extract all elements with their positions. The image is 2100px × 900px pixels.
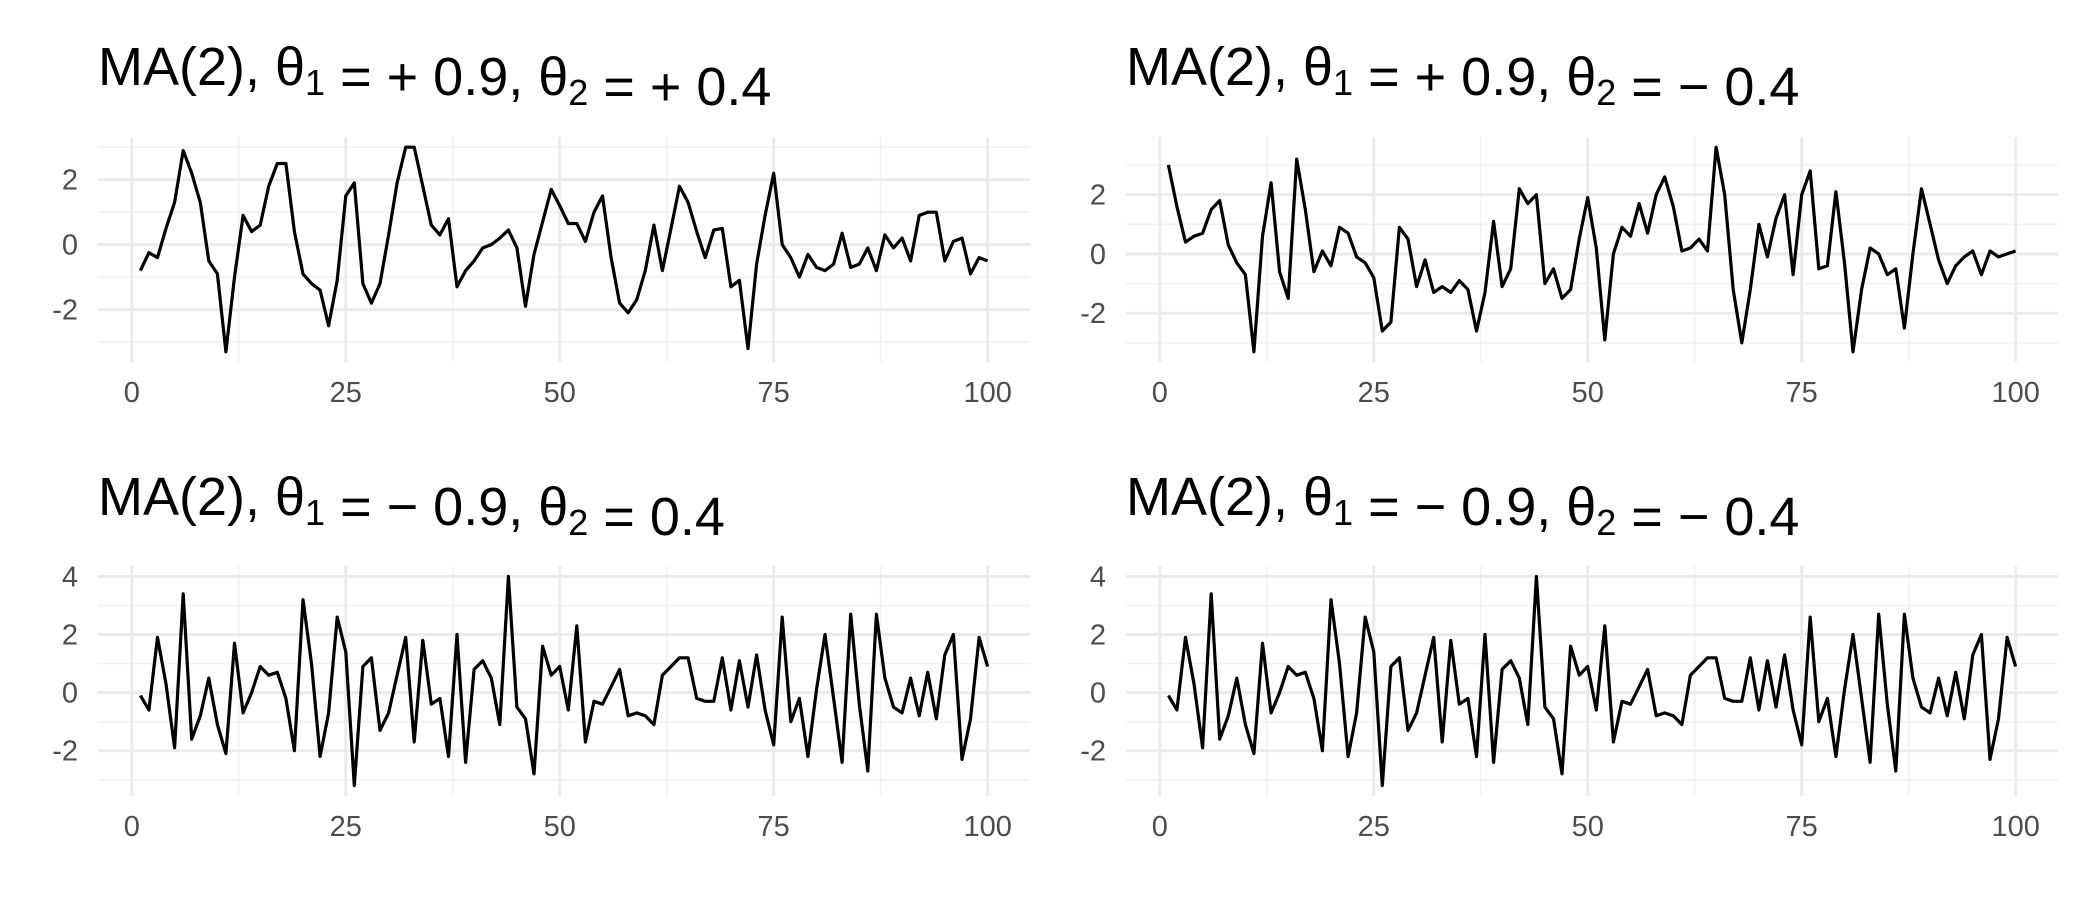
- y-tick-label: -2: [1080, 298, 1106, 330]
- x-tick-label: 0: [1152, 377, 1168, 409]
- x-tick-label: 50: [544, 811, 576, 843]
- x-tick-label: 75: [1786, 377, 1818, 409]
- x-tick-label: 0: [124, 377, 140, 409]
- x-tick-label: 25: [330, 811, 362, 843]
- y-tick-label: 0: [1090, 678, 1106, 710]
- x-tick-label: 100: [963, 811, 1011, 843]
- panel-1: 0 25 50 75 100 -2 0 2 MA(2), θ1 = + 0.9, θ2 = + …: [52, 37, 1030, 409]
- panel-title: MA(2), θ1 = − 0.9, θ2 = − 0.4: [1126, 467, 1799, 547]
- x-tick-label: 25: [1358, 811, 1390, 843]
- panel-title: MA(2), θ1 = − 0.9, θ2 = 0.4: [98, 467, 725, 547]
- x-tick-label: 50: [544, 377, 576, 409]
- x-tick-label: 50: [1572, 377, 1604, 409]
- panel-4: 0 25 50 75 100 -2 0 2 4 MA(2), θ1 = − 0.9, θ2 = −…: [1080, 467, 2058, 843]
- series-line-1: [138, 145, 989, 354]
- x-tick-label: 25: [1358, 377, 1390, 409]
- y-tick-label: 4: [1090, 561, 1106, 593]
- x-tick-label: 0: [124, 811, 140, 843]
- y-tick-label: 2: [1090, 180, 1106, 212]
- x-tick-label: 75: [758, 377, 790, 409]
- y-tick-label: -2: [52, 736, 78, 768]
- panel-title: MA(2), θ1 = + 0.9, θ2 = + 0.4: [98, 37, 771, 117]
- y-tick-label: 2: [62, 165, 78, 197]
- y-tick-label: 4: [62, 561, 78, 593]
- x-tick-label: 75: [758, 811, 790, 843]
- y-tick-label: 2: [62, 620, 78, 652]
- panel-2: 0 25 50 75 100 -2 0 2 MA(2), θ1 = + 0.9, θ2 = − …: [1080, 37, 2058, 409]
- series-line-1: [1167, 574, 2018, 788]
- x-tick-label: 100: [1991, 377, 2039, 409]
- x-tick-label: 100: [1991, 811, 2039, 843]
- series-line-1: [139, 574, 990, 788]
- y-tick-label: 2: [1090, 620, 1106, 652]
- x-tick-label: 75: [1786, 811, 1818, 843]
- x-tick-label: 0: [1152, 811, 1168, 843]
- x-tick-label: 100: [963, 377, 1011, 409]
- series-line-1: [1166, 145, 2017, 354]
- x-tick-label: 50: [1572, 811, 1604, 843]
- y-tick-label: -2: [1080, 736, 1106, 768]
- panel-title: MA(2), θ1 = + 0.9, θ2 = − 0.4: [1126, 37, 1799, 117]
- y-tick-label: 0: [62, 678, 78, 710]
- x-tick-label: 25: [330, 377, 362, 409]
- y-tick-label: 0: [1090, 239, 1106, 271]
- panel-3: 0 25 50 75 100 -2 0 2 4 MA(2), θ1 = − 0.9, θ2 = 0…: [52, 467, 1030, 843]
- y-tick-label: 0: [62, 230, 78, 262]
- y-tick-label: -2: [52, 295, 78, 327]
